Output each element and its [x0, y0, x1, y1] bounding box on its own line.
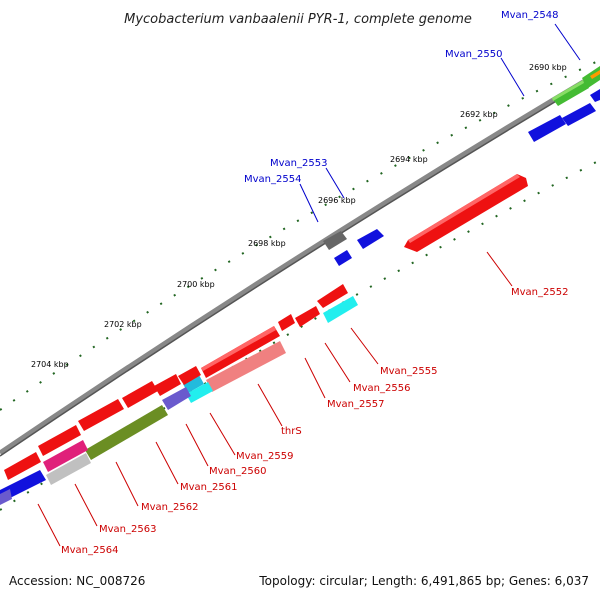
- gene-label-mvan-2563[interactable]: Mvan_2563: [99, 524, 156, 535]
- gene-label-mvan-2560[interactable]: Mvan_2560: [209, 466, 266, 477]
- gene-feature-thrs[interactable]: [206, 341, 286, 392]
- gene-feature-mvan-2555[interactable]: [317, 284, 348, 308]
- gene-feature-mvan-2561[interactable]: [154, 374, 191, 410]
- scale-label-2700: 2700 kbp: [177, 280, 215, 289]
- gene-label-mvan-2555[interactable]: Mvan_2555: [380, 366, 437, 377]
- scale-label-2694: 2694 kbp: [390, 155, 428, 164]
- gene-feature-mvan-2563[interactable]: [38, 425, 91, 485]
- gene-feature-blue-2551[interactable]: [528, 89, 600, 142]
- gene-feature-mvan-2553[interactable]: [323, 231, 347, 250]
- gene-label-mvan-2564[interactable]: Mvan_2564: [61, 545, 118, 556]
- gene-label-mvan-2562[interactable]: Mvan_2562: [141, 502, 198, 513]
- scale-label-2702: 2702 kbp: [104, 320, 142, 329]
- map-title: Mycobacterium vanbaalenii PYR-1, complet…: [124, 12, 472, 27]
- gene-label-mvan-2561[interactable]: Mvan_2561: [180, 482, 237, 493]
- scale-label-2696: 2696 kbp: [318, 196, 356, 205]
- outer-tick-ring: [0, 59, 600, 411]
- gene-label-thrs[interactable]: thrS: [281, 426, 302, 437]
- scale-label-2698: 2698 kbp: [248, 239, 286, 248]
- gene-label-mvan-2548[interactable]: Mvan_2548: [501, 10, 558, 21]
- gene-label-mvan-2554[interactable]: Mvan_2554: [244, 174, 301, 185]
- gene-feature-cyan-2556[interactable]: [323, 296, 358, 323]
- gene-feature-mvan-2552[interactable]: [404, 174, 528, 252]
- gene-feature-mvan-2554[interactable]: [334, 250, 352, 266]
- gene-feature-mvan-2557[interactable]: [201, 326, 280, 378]
- scale-label-2690: 2690 kbp: [529, 63, 567, 72]
- genome-stats-text: Topology: circular; Length: 6,491,865 bp…: [259, 574, 589, 588]
- scale-label-2704: 2704 kbp: [31, 360, 69, 369]
- gene-feature-blue-2549[interactable]: [562, 103, 596, 126]
- gene-feature-mvan-2559[interactable]: [183, 375, 213, 403]
- gene-label-mvan-2559[interactable]: Mvan_2559: [236, 451, 293, 462]
- genome-backbone: [0, 69, 600, 456]
- gene-label-mvan-2556[interactable]: Mvan_2556: [353, 383, 410, 394]
- gene-feature-mvan-2560[interactable]: [178, 366, 201, 385]
- gene-feature-mvan-2564[interactable]: [0, 452, 46, 505]
- gene-feature-blue-2553b[interactable]: [357, 229, 384, 249]
- gene-label-mvan-2550[interactable]: Mvan_2550: [445, 49, 502, 60]
- accession-text: Accession: NC_008726: [9, 574, 146, 588]
- gene-label-mvan-2552[interactable]: Mvan_2552: [511, 287, 568, 298]
- scale-label-2692: 2692 kbp: [460, 110, 498, 119]
- gene-feature-mvan-2562[interactable]: [78, 381, 168, 460]
- leader-lines: [37, 23, 581, 547]
- gene-feature-mvan-2556[interactable]: [278, 306, 320, 331]
- gene-label-mvan-2553[interactable]: Mvan_2553: [270, 158, 327, 169]
- gene-label-mvan-2557[interactable]: Mvan_2557: [327, 399, 384, 410]
- gene-feature-mvan-2550[interactable]: [552, 80, 589, 106]
- genome-backbone-shade: [0, 74, 600, 457]
- gene-feature-mvan-2548[interactable]: [582, 66, 600, 88]
